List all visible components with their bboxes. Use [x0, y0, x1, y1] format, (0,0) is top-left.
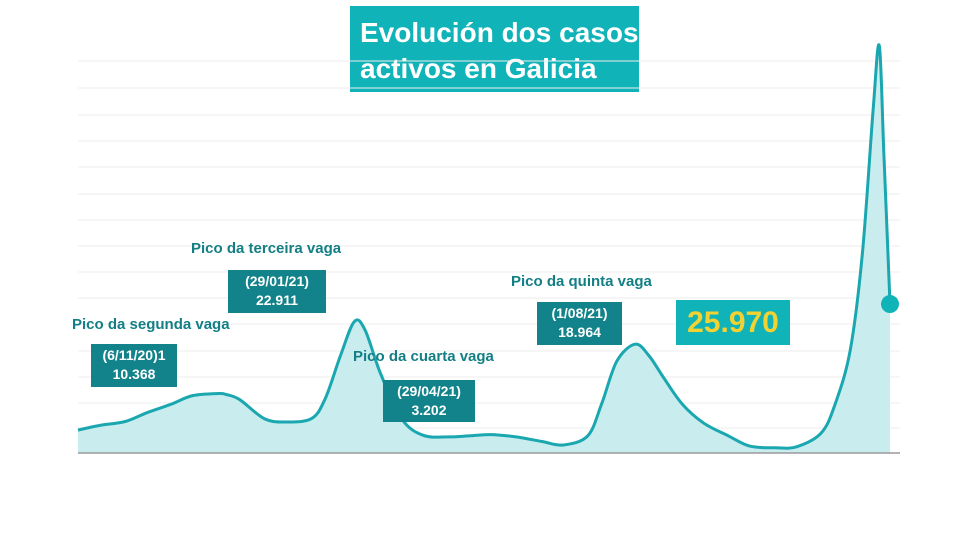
annotation-value: 3.202: [411, 402, 447, 418]
annotation-date: (29/04/21): [397, 383, 461, 399]
chart-title: Evolución dos casos activos en Galicia: [350, 6, 639, 92]
series-line: [77, 43, 892, 450]
annotation-label-fourth-wave: Pico da cuarta vaga: [353, 348, 494, 365]
annotation-box-second-wave: (6/11/20)1 10.368: [91, 344, 177, 387]
current-value-marker: [881, 295, 899, 314]
annotation-label-fifth-wave: Pico da quinta vaga: [511, 273, 652, 290]
annotation-date: (29/01/21): [245, 273, 309, 289]
annotation-value: 18.964: [558, 324, 601, 340]
series-area: [78, 44, 890, 454]
annotation-label-third-wave: Pico da terceira vaga: [191, 240, 342, 257]
annotation-value: 22.911: [255, 292, 299, 308]
gridlines: [78, 60, 900, 429]
annotation-date: (1/08/21): [551, 305, 608, 321]
annotation-label-second-wave: Pico da segunda vaga: [72, 316, 230, 333]
annotation-box-fourth-wave: (29/04/21) 3.202: [383, 380, 475, 422]
annotation-value: 10.368: [112, 366, 156, 382]
annotation-date: (6/11/20)1: [102, 347, 166, 363]
annotation-box-fifth-wave: (1/08/21) 18.964: [537, 302, 622, 345]
chart-title-line-2: activos en Galicia: [360, 53, 597, 84]
current-value-badge: 25.970: [676, 300, 790, 345]
annotation-box-third-wave: (29/01/21) 22.911: [228, 270, 326, 313]
chart-title-line-1: Evolución dos casos: [360, 17, 639, 48]
